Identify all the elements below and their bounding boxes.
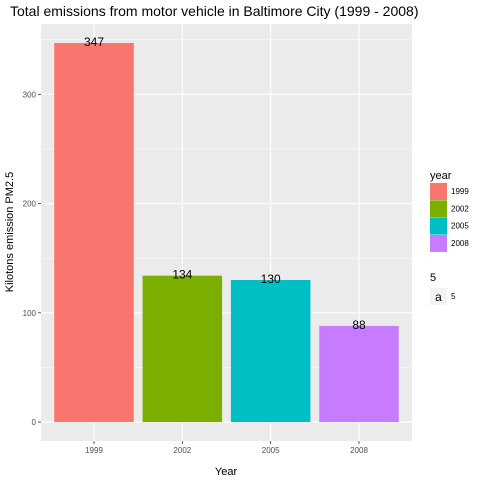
axes: 0 100 200 300 1999 2002 2005 2008 — [23, 90, 369, 455]
y-tick-label: 0 — [32, 418, 37, 427]
legend-size-key-glyph: a — [435, 290, 442, 304]
legend-size-label: 5 — [451, 292, 456, 301]
data-labels: 347 134 130 88 — [84, 35, 366, 332]
legend-label-2005: 2005 — [451, 222, 469, 231]
chart-title: Total emissions from motor vehicle in Ba… — [10, 3, 419, 19]
data-label-2002: 134 — [172, 268, 192, 282]
legend: year 1999 2002 2005 2008 5 a 5 — [430, 170, 469, 305]
bar-2002 — [142, 275, 223, 423]
y-tick-label: 300 — [23, 90, 37, 99]
bars — [54, 42, 399, 423]
y-axis-title: Kilotons emission PM2.5 — [4, 172, 16, 292]
data-label-2005: 130 — [261, 272, 281, 286]
legend-key-2005 — [430, 217, 447, 235]
legend-key-2008 — [430, 234, 447, 252]
legend-fill-entries: 1999 2002 2005 2008 — [430, 183, 469, 252]
legend-size-key-box — [430, 288, 447, 305]
x-tick-label: 2002 — [173, 446, 191, 455]
legend-label-2002: 2002 — [451, 204, 469, 213]
data-label-1999: 347 — [84, 35, 104, 49]
x-tick-label: 2005 — [262, 446, 280, 455]
legend-key-2002 — [430, 200, 447, 218]
x-tick-label: 1999 — [85, 446, 103, 455]
legend-fill-title: year — [430, 170, 452, 182]
legend-size-title: 5 — [430, 272, 436, 284]
bar-1999 — [54, 42, 134, 423]
legend-key-1999 — [430, 183, 447, 200]
y-tick-label: 100 — [23, 309, 37, 318]
legend-label-1999: 1999 — [451, 187, 469, 196]
bar-2005 — [230, 280, 311, 423]
x-axis-title: Year — [215, 466, 238, 478]
y-tick-label: 200 — [23, 200, 37, 209]
legend-label-2008: 2008 — [451, 239, 469, 248]
bar-2008 — [319, 325, 399, 423]
data-label-2008: 88 — [352, 318, 366, 332]
x-tick-label: 2008 — [350, 446, 368, 455]
